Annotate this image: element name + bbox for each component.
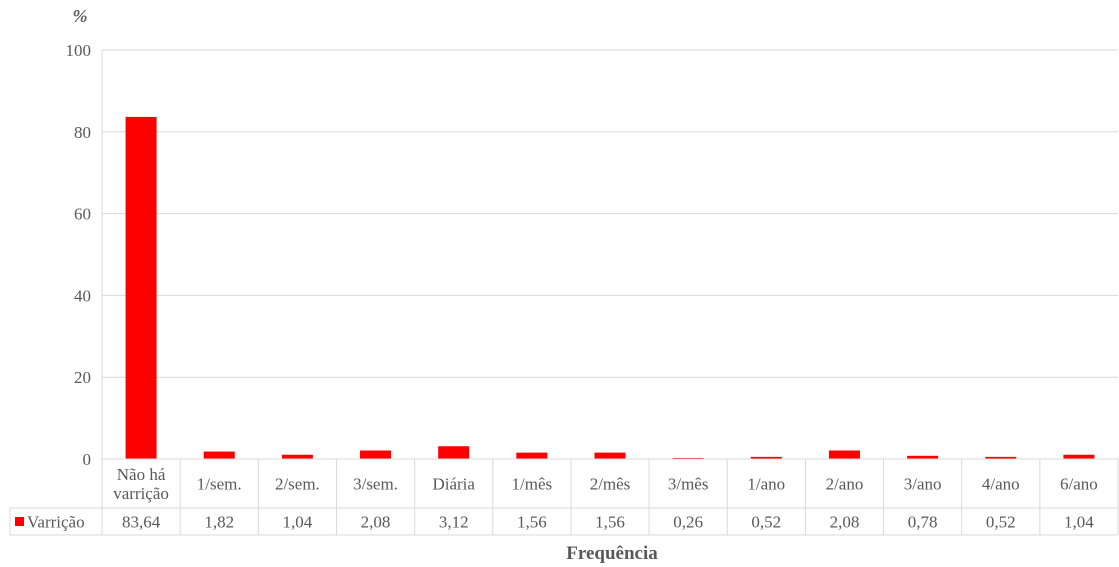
y-tick-label: 40 <box>74 286 91 305</box>
data-table-value: 2,08 <box>361 513 391 532</box>
data-table-value: 1,56 <box>517 513 547 532</box>
y-tick-label: 0 <box>83 450 92 469</box>
bar <box>125 116 157 459</box>
category-label: 2/mês <box>590 475 631 494</box>
category-label: 1/ano <box>747 475 785 494</box>
category-label: 4/ano <box>982 475 1020 494</box>
data-table-value: 1,56 <box>595 513 625 532</box>
category-label: 6/ano <box>1060 475 1098 494</box>
bar <box>828 450 860 459</box>
bar <box>672 457 704 459</box>
y-tick-label: 80 <box>74 123 91 142</box>
category-label: 3/sem. <box>353 475 398 494</box>
data-table-value: 1,04 <box>1064 513 1094 532</box>
bar <box>360 450 392 459</box>
x-axis-title: Frequência <box>566 543 658 564</box>
data-table-value: 1,04 <box>283 513 313 532</box>
data-table-value: 0,52 <box>986 513 1016 532</box>
category-label: Não há <box>117 465 166 484</box>
bar <box>907 455 939 459</box>
data-table-value: 0,52 <box>751 513 781 532</box>
bar <box>281 454 313 459</box>
bar <box>438 446 470 459</box>
category-label: Diária <box>432 475 475 494</box>
y-tick-label: 20 <box>74 368 91 387</box>
bar <box>985 456 1017 459</box>
data-table-value: 83,64 <box>122 513 161 532</box>
category-label: 2/ano <box>826 475 864 494</box>
bar <box>203 451 235 459</box>
legend-label: Varrição <box>27 513 85 532</box>
grid-lines <box>101 49 1118 459</box>
bar <box>594 452 626 459</box>
category-label: 3/ano <box>904 475 942 494</box>
bar <box>516 452 548 459</box>
category-label: varrição <box>113 484 169 503</box>
y-axis-unit-label: % <box>73 6 88 26</box>
category-label: 1/sem. <box>197 475 242 494</box>
legend-swatch <box>15 517 24 526</box>
data-table-value: 0,78 <box>908 513 938 532</box>
y-axis-ticks: 0 20 40 60 80 100 <box>66 41 92 469</box>
y-tick-label: 60 <box>74 205 91 224</box>
bars <box>125 116 1095 459</box>
category-label: 2/sem. <box>275 475 320 494</box>
data-table-value: 0,26 <box>673 513 703 532</box>
y-tick-label: 100 <box>66 41 92 60</box>
data-table-value: 2,08 <box>830 513 860 532</box>
category-label: 1/mês <box>512 475 553 494</box>
data-table-value: 3,12 <box>439 513 469 532</box>
bar <box>750 456 782 459</box>
bar <box>1063 454 1095 459</box>
category-label: 3/mês <box>668 475 709 494</box>
data-table-value: 1,82 <box>204 513 234 532</box>
